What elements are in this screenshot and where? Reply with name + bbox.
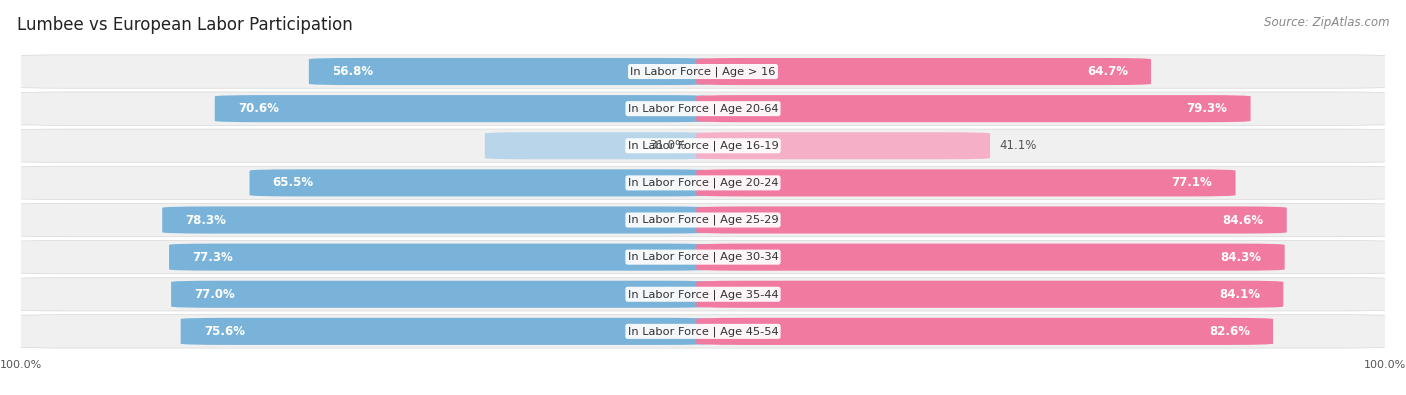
FancyBboxPatch shape [696, 318, 1272, 345]
FancyBboxPatch shape [696, 95, 1250, 122]
Text: 82.6%: 82.6% [1209, 325, 1250, 338]
Text: 84.3%: 84.3% [1220, 251, 1261, 263]
Text: 77.1%: 77.1% [1171, 177, 1212, 189]
FancyBboxPatch shape [215, 95, 710, 122]
FancyBboxPatch shape [309, 58, 710, 85]
FancyBboxPatch shape [696, 169, 1236, 196]
Text: In Labor Force | Age > 16: In Labor Force | Age > 16 [630, 66, 776, 77]
FancyBboxPatch shape [696, 281, 1284, 308]
FancyBboxPatch shape [14, 166, 1392, 199]
FancyBboxPatch shape [14, 92, 1392, 125]
FancyBboxPatch shape [180, 318, 710, 345]
Text: 31.0%: 31.0% [650, 139, 686, 152]
Text: Source: ZipAtlas.com: Source: ZipAtlas.com [1264, 16, 1389, 29]
Text: Lumbee vs European Labor Participation: Lumbee vs European Labor Participation [17, 16, 353, 34]
Text: In Labor Force | Age 20-64: In Labor Force | Age 20-64 [627, 103, 779, 114]
Text: 56.8%: 56.8% [332, 65, 373, 78]
Legend: Lumbee, European: Lumbee, European [617, 394, 789, 395]
Text: 79.3%: 79.3% [1187, 102, 1227, 115]
Text: 64.7%: 64.7% [1087, 65, 1128, 78]
Text: 77.3%: 77.3% [193, 251, 233, 263]
FancyBboxPatch shape [14, 278, 1392, 311]
Text: In Labor Force | Age 20-24: In Labor Force | Age 20-24 [627, 178, 779, 188]
FancyBboxPatch shape [172, 281, 710, 308]
FancyBboxPatch shape [14, 55, 1392, 88]
FancyBboxPatch shape [14, 129, 1392, 162]
FancyBboxPatch shape [162, 207, 710, 233]
FancyBboxPatch shape [14, 315, 1392, 348]
FancyBboxPatch shape [14, 241, 1392, 274]
FancyBboxPatch shape [696, 132, 990, 159]
Text: 65.5%: 65.5% [273, 177, 314, 189]
FancyBboxPatch shape [696, 244, 1285, 271]
Text: In Labor Force | Age 25-29: In Labor Force | Age 25-29 [627, 215, 779, 225]
Text: In Labor Force | Age 16-19: In Labor Force | Age 16-19 [627, 141, 779, 151]
Text: 70.6%: 70.6% [238, 102, 278, 115]
Text: 75.6%: 75.6% [204, 325, 245, 338]
FancyBboxPatch shape [249, 169, 710, 196]
FancyBboxPatch shape [14, 203, 1392, 237]
Text: 77.0%: 77.0% [194, 288, 235, 301]
Text: 78.3%: 78.3% [186, 214, 226, 226]
Text: In Labor Force | Age 45-54: In Labor Force | Age 45-54 [627, 326, 779, 337]
FancyBboxPatch shape [696, 207, 1286, 233]
FancyBboxPatch shape [169, 244, 710, 271]
Text: 84.1%: 84.1% [1219, 288, 1260, 301]
Text: 84.6%: 84.6% [1222, 214, 1264, 226]
FancyBboxPatch shape [485, 132, 710, 159]
Text: In Labor Force | Age 35-44: In Labor Force | Age 35-44 [627, 289, 779, 299]
Text: 41.1%: 41.1% [1000, 139, 1038, 152]
FancyBboxPatch shape [696, 58, 1152, 85]
Text: In Labor Force | Age 30-34: In Labor Force | Age 30-34 [627, 252, 779, 262]
